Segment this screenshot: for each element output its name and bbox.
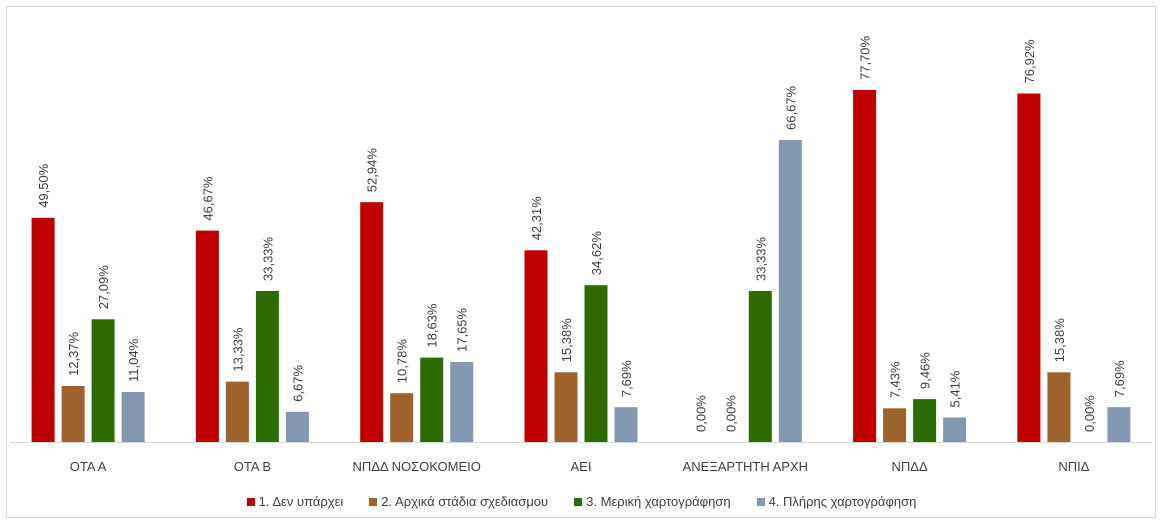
data-label-series-4-6: 5,41% xyxy=(948,370,963,407)
category-label-7: ΝΠΙΔ xyxy=(1058,459,1089,474)
bar-series-4-1 xyxy=(121,392,145,442)
data-label-series-3-4: 34,62% xyxy=(589,231,604,276)
data-label-series-2-3: 10,78% xyxy=(395,339,410,384)
bar-series-2-1 xyxy=(61,386,85,442)
category-label-1: ΟΤΑ Α xyxy=(70,459,107,474)
category-label-2: ΟΤΑ Β xyxy=(234,459,271,474)
data-label-series-2-7: 15,38% xyxy=(1052,318,1067,363)
legend-swatch-series-2 xyxy=(369,497,378,506)
legend-swatch-series-1 xyxy=(246,497,255,506)
bar-series-3-4 xyxy=(584,285,608,442)
data-label-series-2-6: 7,43% xyxy=(888,361,903,398)
bar-series-3-6 xyxy=(913,399,937,442)
bar-series-3-3 xyxy=(420,357,444,442)
bar-series-2-7 xyxy=(1047,372,1071,442)
data-label-series-3-1: 27,09% xyxy=(96,265,111,310)
data-label-series-1-7: 76,92% xyxy=(1022,39,1037,84)
bar-series-4-6 xyxy=(943,417,967,442)
bar-series-2-2 xyxy=(225,381,249,442)
data-label-series-1-6: 77,70% xyxy=(858,35,873,80)
bar-series-1-4 xyxy=(524,250,548,442)
legend-item-series-2: 2. Αρχικά στάδια σχεδιασμου xyxy=(369,494,548,509)
legend-item-series-3: 3. Μερική χαρτογράφηση xyxy=(574,494,731,509)
data-label-series-3-2: 33,33% xyxy=(260,236,275,281)
legend-item-series-1: 1. Δεν υπάρχει xyxy=(246,494,344,509)
bar-series-4-2 xyxy=(285,411,309,442)
data-label-series-2-4: 15,38% xyxy=(559,318,574,363)
data-label-series-4-5: 66,67% xyxy=(783,85,798,130)
data-label-series-4-7: 7,69% xyxy=(1112,360,1127,397)
bar-series-4-4 xyxy=(614,407,638,442)
bar-series-3-5 xyxy=(748,291,772,442)
data-label-series-1-2: 46,67% xyxy=(200,176,215,221)
bar-series-3-2 xyxy=(255,291,279,442)
legend-label-series-1: 1. Δεν υπάρχει xyxy=(258,494,344,509)
category-label-5: ΑΝΕΞΑΡΤΗΤΗ ΑΡΧΗ xyxy=(683,459,808,474)
data-label-series-1-5: 0,00% xyxy=(693,395,708,432)
category-label-4: ΑΕΙ xyxy=(571,459,592,474)
bar-series-4-5 xyxy=(778,140,802,442)
data-label-series-4-4: 7,69% xyxy=(619,360,634,397)
legend-swatch-series-4 xyxy=(756,497,765,506)
data-label-series-2-5: 0,00% xyxy=(723,395,738,432)
legend-item-series-4: 4. Πλήρης χαρτογράφηση xyxy=(756,494,917,509)
data-label-series-3-3: 18,63% xyxy=(425,303,440,348)
bar-series-1-6 xyxy=(853,90,877,442)
category-label-6: ΝΠΔΔ xyxy=(892,459,928,474)
category-label-3: ΝΠΔΔ ΝΟΣΟΚΟΜΕΙΟ xyxy=(353,459,481,474)
data-label-series-1-4: 42,31% xyxy=(529,196,544,241)
bar-series-1-2 xyxy=(195,230,219,442)
data-label-series-4-3: 17,65% xyxy=(455,307,470,352)
bar-series-4-3 xyxy=(450,362,474,442)
bar-series-2-3 xyxy=(390,393,414,442)
bar-series-3-1 xyxy=(91,319,115,442)
data-label-series-1-1: 49,50% xyxy=(36,163,51,208)
data-label-series-2-2: 13,33% xyxy=(230,327,245,372)
data-label-series-2-1: 12,37% xyxy=(66,331,81,376)
legend-swatch-series-3 xyxy=(574,497,583,506)
bar-series-4-7 xyxy=(1107,407,1131,442)
data-label-series-1-3: 52,94% xyxy=(365,148,380,193)
bar-series-2-4 xyxy=(554,372,578,442)
legend-label-series-3: 3. Μερική χαρτογράφηση xyxy=(586,494,731,509)
data-label-series-3-5: 33,33% xyxy=(753,236,768,281)
bar-series-1-3 xyxy=(360,202,384,442)
legend-label-series-4: 4. Πλήρης χαρτογράφηση xyxy=(768,494,917,509)
data-label-series-3-6: 9,46% xyxy=(918,352,933,389)
bar-series-2-6 xyxy=(883,408,907,442)
bar-series-1-7 xyxy=(1017,93,1041,442)
data-label-series-4-1: 11,04% xyxy=(126,338,141,382)
data-label-series-4-2: 6,67% xyxy=(290,364,305,401)
legend: 1. Δεν υπάρχει 2. Αρχικά στάδια σχεδιασμ… xyxy=(0,494,1163,509)
data-label-series-3-7: 0,00% xyxy=(1082,395,1097,432)
legend-label-series-2: 2. Αρχικά στάδια σχεδιασμου xyxy=(381,494,549,509)
bar-series-1-1 xyxy=(31,217,55,442)
